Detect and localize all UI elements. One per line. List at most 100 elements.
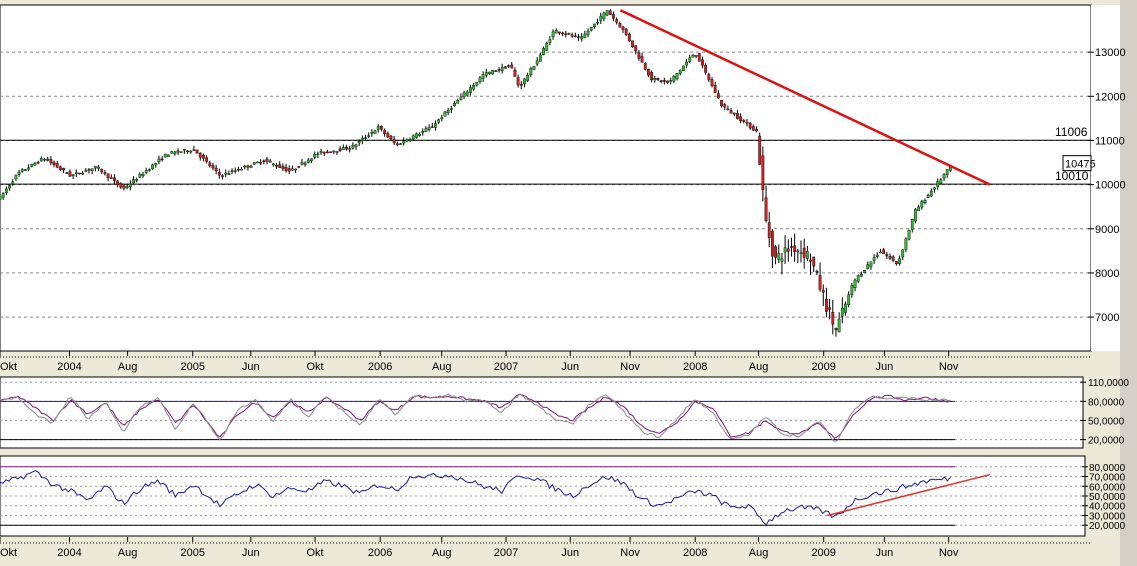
candle-body (27, 167, 31, 170)
x-tick-label: Aug (432, 361, 452, 373)
candle-body (160, 158, 164, 161)
candle-body (414, 133, 418, 138)
candle-body (732, 112, 736, 115)
candle-body (739, 116, 743, 122)
y-tick-label: 50,0000 (1089, 492, 1126, 503)
candle-body (589, 27, 593, 31)
candle-body (885, 254, 889, 257)
candle-body (189, 150, 193, 153)
candle-body (484, 72, 488, 76)
x-tick-label: 2007 (494, 361, 518, 373)
candle-body (62, 167, 65, 171)
candle-body (33, 163, 37, 166)
x-tick-label: 2007 (494, 547, 518, 559)
candle-body (354, 144, 358, 147)
candle-body (329, 151, 332, 153)
candle-body (596, 22, 599, 24)
candle-body (90, 168, 94, 171)
candle-body (246, 165, 250, 168)
candle-body (529, 68, 533, 76)
candle-body (640, 56, 644, 63)
y-tick-label: 12000 (1095, 91, 1126, 103)
y-tick-label: 60,0000 (1089, 482, 1126, 493)
candle-body (564, 33, 568, 35)
candle-body (325, 151, 329, 154)
candle-body (87, 169, 91, 171)
candle-body (666, 80, 669, 83)
candle-body (675, 73, 679, 79)
candle-body (926, 194, 930, 198)
candle-body (523, 78, 526, 85)
candle-body (910, 218, 914, 230)
candle-body (869, 261, 873, 267)
candle-body (179, 151, 183, 153)
candle-body (195, 149, 199, 154)
candle-body (341, 147, 345, 150)
x-tick-label: Aug (749, 547, 769, 559)
candle-body (681, 65, 685, 71)
candle-body (726, 108, 730, 111)
candle-body (599, 15, 603, 21)
candle-body (917, 206, 921, 211)
candle-body (116, 180, 120, 185)
candle-body (78, 172, 81, 175)
candle-body (262, 160, 266, 162)
candle-body (138, 174, 142, 178)
scrollbar[interactable] (1120, 0, 1137, 566)
candle-body (888, 256, 892, 259)
candle-body (742, 120, 746, 122)
candle-body (233, 170, 237, 172)
candle-body (936, 181, 940, 187)
candle-body (513, 69, 517, 77)
candle-body (472, 85, 476, 90)
candle-body (284, 167, 288, 172)
candle-body (20, 169, 24, 172)
candle-body (319, 151, 323, 153)
x-tick-label: 2006 (368, 361, 392, 373)
candle-body (395, 143, 399, 145)
candle-body (449, 108, 453, 110)
candle-body (109, 177, 113, 179)
candle-body (729, 110, 733, 114)
y-tick-label: 80,0000 (1089, 463, 1126, 474)
candle-body (532, 66, 536, 70)
candle-body (701, 59, 704, 66)
candle-body (859, 273, 863, 277)
candle-body (243, 165, 247, 168)
candle-body (875, 254, 879, 257)
x-tick-label: Jun (876, 547, 894, 559)
candle-body (863, 269, 866, 273)
y-tick-label: 20,0000 (1088, 436, 1125, 447)
candle-body (97, 166, 100, 169)
x-tick-label: Okt (306, 547, 323, 559)
candle-body (631, 40, 634, 48)
candle-body (901, 249, 905, 258)
x-tick-label: 2009 (811, 547, 835, 559)
candle-body (456, 100, 460, 104)
candle-body (809, 259, 812, 262)
candle-body (586, 31, 590, 35)
date-axis-top: Okt 2004 Aug 2005 Jun Okt 2006 Aug 2007 Jun Nov 200… (0, 351, 1091, 373)
candle-body (287, 168, 291, 172)
candle-body (618, 23, 622, 28)
x-tick-label: 2008 (683, 361, 707, 373)
candle-body (151, 164, 154, 170)
candle-body (736, 113, 739, 119)
candle-body (503, 66, 507, 69)
candle-body (221, 175, 224, 177)
candle-body (605, 10, 609, 16)
candle-body (723, 104, 727, 108)
candle-body (424, 128, 428, 132)
candle-body (351, 145, 355, 149)
candle-body (837, 318, 841, 333)
candle-body (494, 70, 498, 72)
y-tick-label: 10000 (1095, 180, 1126, 192)
candle-body (24, 169, 27, 171)
candle-body (310, 158, 313, 161)
candle-body (882, 249, 886, 255)
candle-body (4, 188, 8, 193)
candle-body (462, 92, 466, 97)
candle-body (182, 149, 186, 151)
candle-body (627, 33, 631, 42)
candlestick-series (0, 9, 952, 337)
